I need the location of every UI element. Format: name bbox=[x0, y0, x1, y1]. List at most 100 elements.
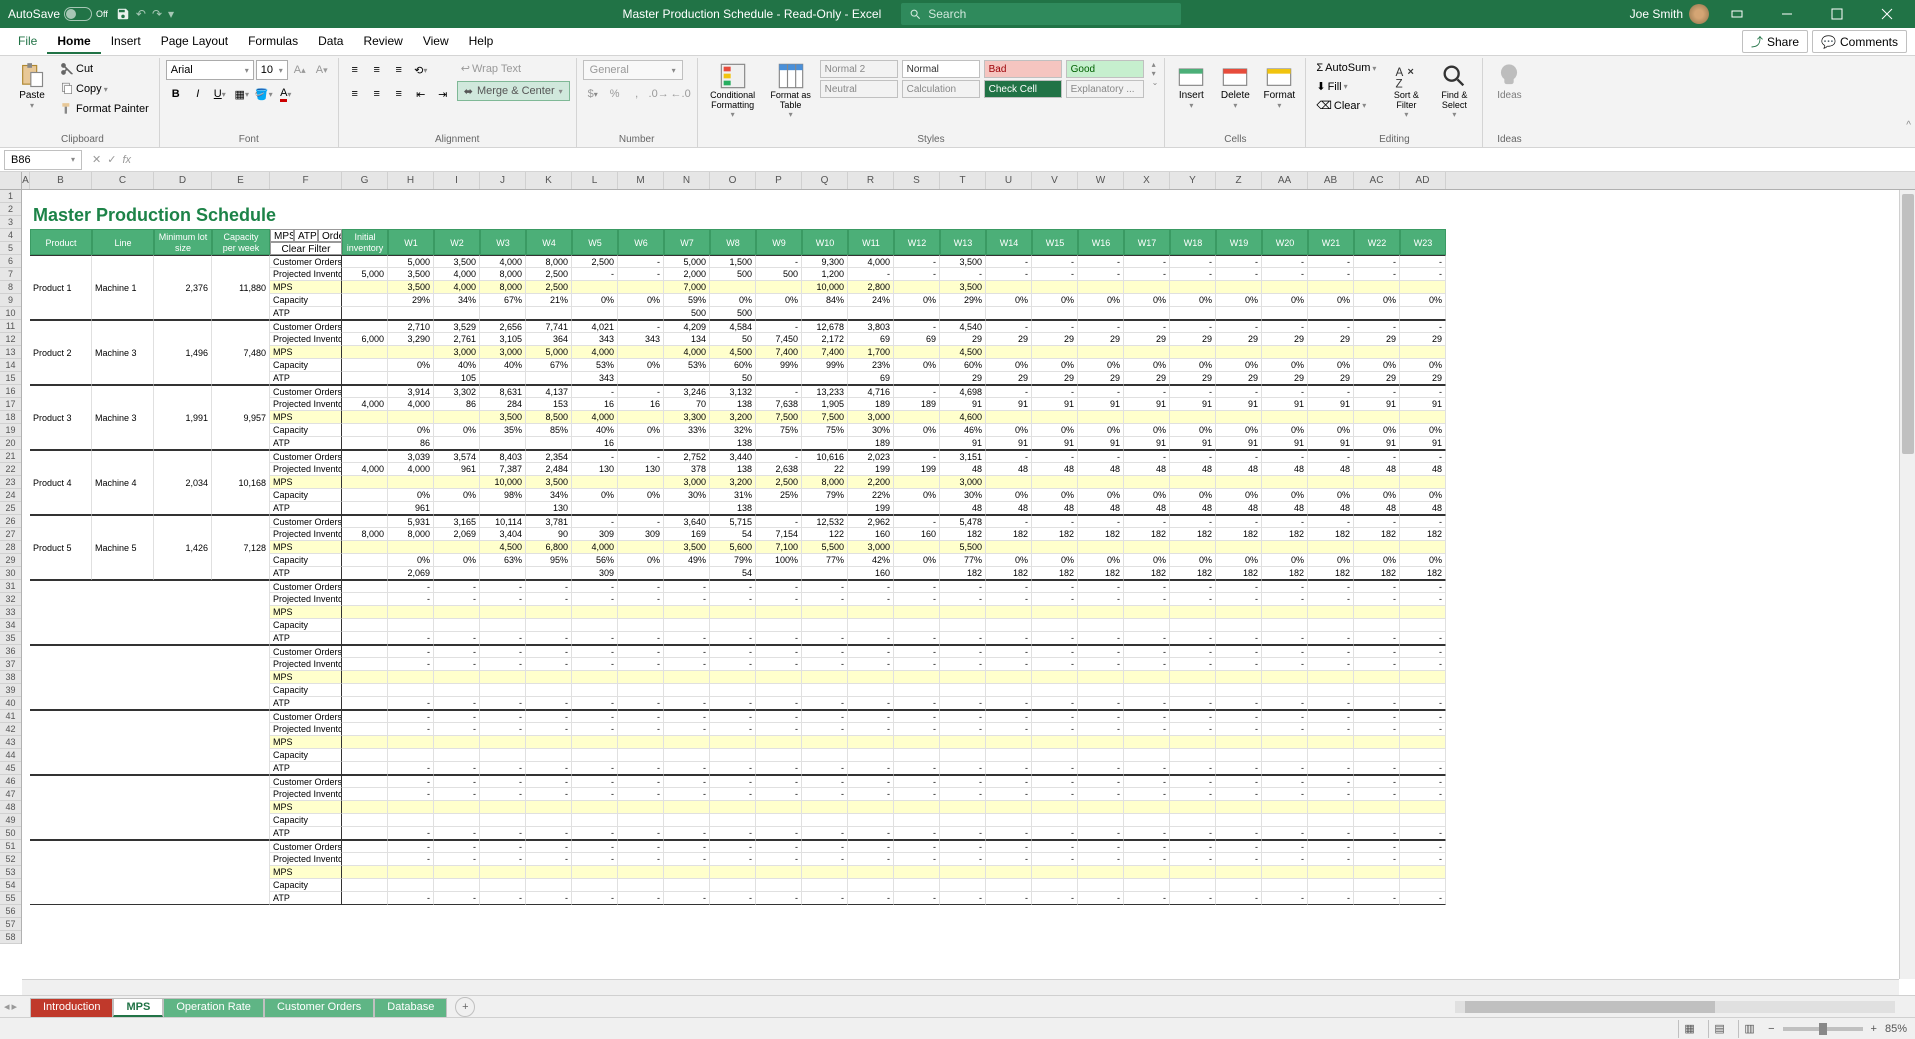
cell[interactable] bbox=[618, 619, 664, 632]
cell[interactable]: - bbox=[940, 892, 986, 905]
cell[interactable]: - bbox=[802, 892, 848, 905]
cell[interactable]: - bbox=[1308, 710, 1354, 723]
cell[interactable]: 0% bbox=[1308, 489, 1354, 502]
cell[interactable]: 5,500 bbox=[802, 541, 848, 554]
cell[interactable]: - bbox=[1308, 632, 1354, 645]
cell[interactable]: - bbox=[480, 827, 526, 840]
cell[interactable]: 3,500 bbox=[526, 476, 572, 489]
cell[interactable]: - bbox=[1400, 762, 1446, 775]
cell[interactable]: 54 bbox=[710, 528, 756, 541]
cell[interactable] bbox=[434, 307, 480, 320]
cell[interactable] bbox=[802, 372, 848, 385]
cell[interactable]: Minimum lot size bbox=[154, 229, 212, 255]
align-top-icon[interactable]: ≡ bbox=[345, 60, 365, 80]
cell[interactable] bbox=[388, 814, 434, 827]
cell[interactable] bbox=[342, 372, 388, 385]
cell[interactable]: - bbox=[618, 723, 664, 736]
cell[interactable] bbox=[1216, 749, 1262, 762]
cell[interactable]: Capacity bbox=[270, 814, 342, 827]
cell[interactable]: ATP bbox=[270, 567, 342, 580]
row-header[interactable]: 34 bbox=[0, 619, 21, 632]
cell[interactable]: - bbox=[756, 593, 802, 606]
row-header[interactable]: 16 bbox=[0, 385, 21, 398]
cell[interactable] bbox=[986, 814, 1032, 827]
cell[interactable]: 2,761 bbox=[434, 333, 480, 346]
cell[interactable]: MPS bbox=[270, 606, 342, 619]
cell[interactable]: 0% bbox=[572, 489, 618, 502]
cell[interactable]: - bbox=[1262, 827, 1308, 840]
cell[interactable] bbox=[526, 372, 572, 385]
cell[interactable]: 182 bbox=[1216, 567, 1262, 580]
cell[interactable] bbox=[1354, 281, 1400, 294]
cell[interactable]: - bbox=[986, 853, 1032, 866]
cell[interactable]: - bbox=[1124, 450, 1170, 463]
cell[interactable] bbox=[1170, 541, 1216, 554]
cell[interactable]: - bbox=[1262, 840, 1308, 853]
cell[interactable]: 86 bbox=[388, 437, 434, 450]
cell[interactable] bbox=[618, 411, 664, 424]
cell[interactable] bbox=[1354, 801, 1400, 814]
cell[interactable]: - bbox=[848, 762, 894, 775]
cell[interactable]: 0% bbox=[572, 294, 618, 307]
cell[interactable]: 182 bbox=[1308, 528, 1354, 541]
cell[interactable] bbox=[1170, 307, 1216, 320]
cell[interactable] bbox=[1262, 671, 1308, 684]
cell[interactable]: - bbox=[848, 840, 894, 853]
cell[interactable]: 4,000 bbox=[572, 346, 618, 359]
row-header[interactable]: 24 bbox=[0, 489, 21, 502]
zoom-slider[interactable] bbox=[1783, 1027, 1863, 1031]
cell[interactable]: 99% bbox=[802, 359, 848, 372]
cell[interactable]: W3 bbox=[480, 229, 526, 255]
column-header[interactable]: M bbox=[618, 172, 664, 189]
cell[interactable]: 29 bbox=[986, 333, 1032, 346]
cell[interactable]: Master Production Schedule bbox=[30, 203, 572, 227]
cell[interactable]: - bbox=[1124, 593, 1170, 606]
cell[interactable]: - bbox=[526, 788, 572, 801]
cell[interactable]: 29 bbox=[940, 372, 986, 385]
cell[interactable] bbox=[618, 437, 664, 450]
cell[interactable]: - bbox=[1308, 840, 1354, 853]
cell[interactable]: 0% bbox=[434, 489, 480, 502]
cell[interactable]: - bbox=[1354, 268, 1400, 281]
cancel-formula-icon[interactable]: ✕ bbox=[92, 153, 101, 166]
cell[interactable]: 7,400 bbox=[802, 346, 848, 359]
cell[interactable]: ATP bbox=[270, 892, 342, 905]
cell[interactable]: 3,803 bbox=[848, 320, 894, 333]
cell[interactable]: 3,500 bbox=[664, 541, 710, 554]
cell[interactable]: Machine 3 bbox=[92, 385, 154, 450]
cell[interactable] bbox=[894, 879, 940, 892]
cell[interactable]: - bbox=[802, 580, 848, 593]
row-header[interactable]: 52 bbox=[0, 853, 21, 866]
cell[interactable]: - bbox=[526, 697, 572, 710]
cell[interactable] bbox=[1262, 307, 1308, 320]
cell[interactable]: - bbox=[388, 697, 434, 710]
cell[interactable]: 0% bbox=[1308, 359, 1354, 372]
cell[interactable]: 5,715 bbox=[710, 515, 756, 528]
cell[interactable] bbox=[480, 671, 526, 684]
cell[interactable]: 91 bbox=[940, 398, 986, 411]
cell[interactable]: 48 bbox=[1400, 502, 1446, 515]
cell[interactable]: 2,376 bbox=[154, 255, 212, 320]
cell[interactable]: - bbox=[664, 658, 710, 671]
cell[interactable]: - bbox=[1308, 658, 1354, 671]
cell[interactable]: - bbox=[618, 658, 664, 671]
cell[interactable] bbox=[1078, 801, 1124, 814]
cell[interactable] bbox=[342, 619, 388, 632]
cell[interactable] bbox=[572, 606, 618, 619]
cell[interactable] bbox=[342, 645, 388, 658]
cell[interactable]: - bbox=[1400, 723, 1446, 736]
cell[interactable] bbox=[756, 567, 802, 580]
cell[interactable]: - bbox=[1124, 658, 1170, 671]
cell[interactable]: - bbox=[1124, 320, 1170, 333]
cell[interactable]: - bbox=[1078, 762, 1124, 775]
cell[interactable]: 4,500 bbox=[480, 541, 526, 554]
cell[interactable]: - bbox=[572, 788, 618, 801]
indent-increase-icon[interactable]: ⇥ bbox=[433, 84, 453, 104]
cell[interactable]: 182 bbox=[1354, 567, 1400, 580]
cell[interactable] bbox=[342, 580, 388, 593]
cell[interactable]: - bbox=[1124, 853, 1170, 866]
column-header[interactable]: A bbox=[22, 172, 30, 189]
cell[interactable]: - bbox=[1170, 385, 1216, 398]
cell[interactable]: - bbox=[940, 723, 986, 736]
cell[interactable]: 67% bbox=[480, 294, 526, 307]
